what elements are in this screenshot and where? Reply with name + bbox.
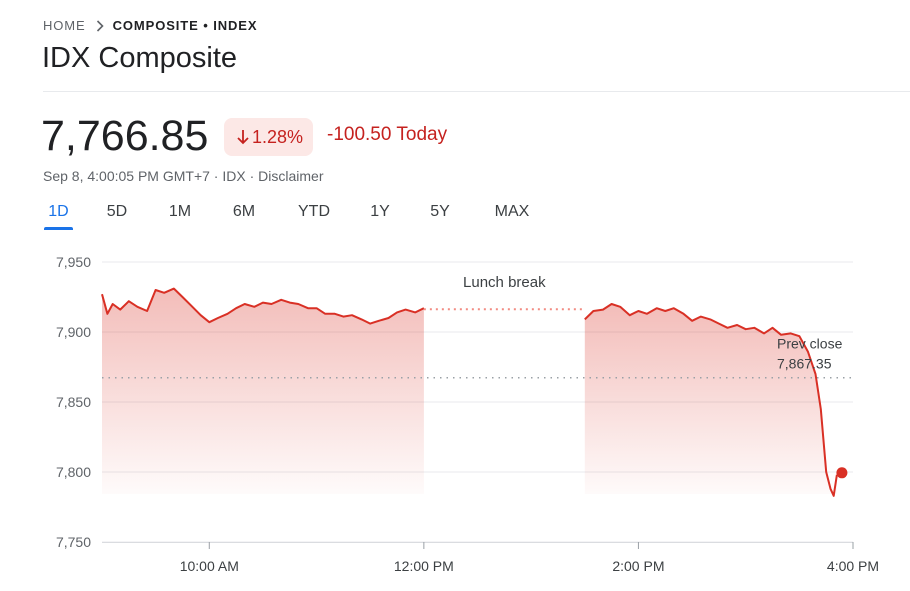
change-percent-badge: 1.28% [224,118,314,156]
chevron-right-icon [96,19,104,32]
tab-max[interactable]: MAX [494,203,530,220]
x-tick-label: 12:00 PM [394,558,454,574]
disclaimer-link[interactable]: Disclaimer [258,168,324,184]
previous-close-value: 7,867.35 [777,356,832,372]
area-fill-afternoon [584,304,837,496]
header-divider [43,91,910,92]
tab-5y[interactable]: 5Y [430,203,450,220]
tab-1y[interactable]: 1Y [370,203,390,220]
y-tick-label: 7,750 [56,534,91,550]
price-line-afternoon [584,303,838,497]
x-tick-label: 10:00 AM [180,558,239,574]
price-line-morning [101,287,425,325]
exchange-label: IDX [222,168,246,184]
quote-timestamp: Sep 8, 4:00:05 PM GMT+7 [43,168,210,184]
y-tick-label: 7,900 [56,324,91,340]
previous-close-label: Prev close [777,336,843,352]
tab-1d[interactable]: 1D [44,200,73,230]
arrow-down-icon [236,129,250,145]
x-tick-label: 4:00 PM [827,558,879,574]
time-range-tabs: 1D 5D 1M 6M YTD 1Y 5Y MAX [44,200,532,230]
meta-separator: · [209,168,223,184]
y-tick-label: 7,800 [56,464,91,480]
area-fill-morning [102,288,424,494]
x-tick-label: 2:00 PM [612,558,664,574]
breadcrumb: HOME COMPOSITE • INDEX [43,18,257,33]
quote-meta: Sep 8, 4:00:05 PM GMT+7 · IDX · Disclaim… [43,168,324,184]
tab-1m[interactable]: 1M [168,203,192,220]
breadcrumb-home-link[interactable]: HOME [43,18,86,33]
breadcrumb-current: COMPOSITE • INDEX [112,18,258,33]
tab-5d[interactable]: 5D [106,203,128,220]
tab-6m[interactable]: 6M [232,203,256,220]
current-price: 7,766.85 [41,112,209,160]
y-tick-label: 7,850 [56,394,91,410]
meta-separator: · [245,168,259,184]
change-today: -100.50 Today [327,124,448,145]
lunch-break-label: Lunch break [463,274,546,291]
last-price-dot [836,467,848,479]
change-percent-value: 1.28% [252,126,304,147]
tab-ytd[interactable]: YTD [298,203,330,220]
y-tick-label: 7,950 [56,254,91,270]
page-title: IDX Composite [42,42,238,74]
price-chart[interactable]: 7,950 7,900 7,850 7,800 7,750 10:00 AM 12:00 P… [0,240,910,591]
